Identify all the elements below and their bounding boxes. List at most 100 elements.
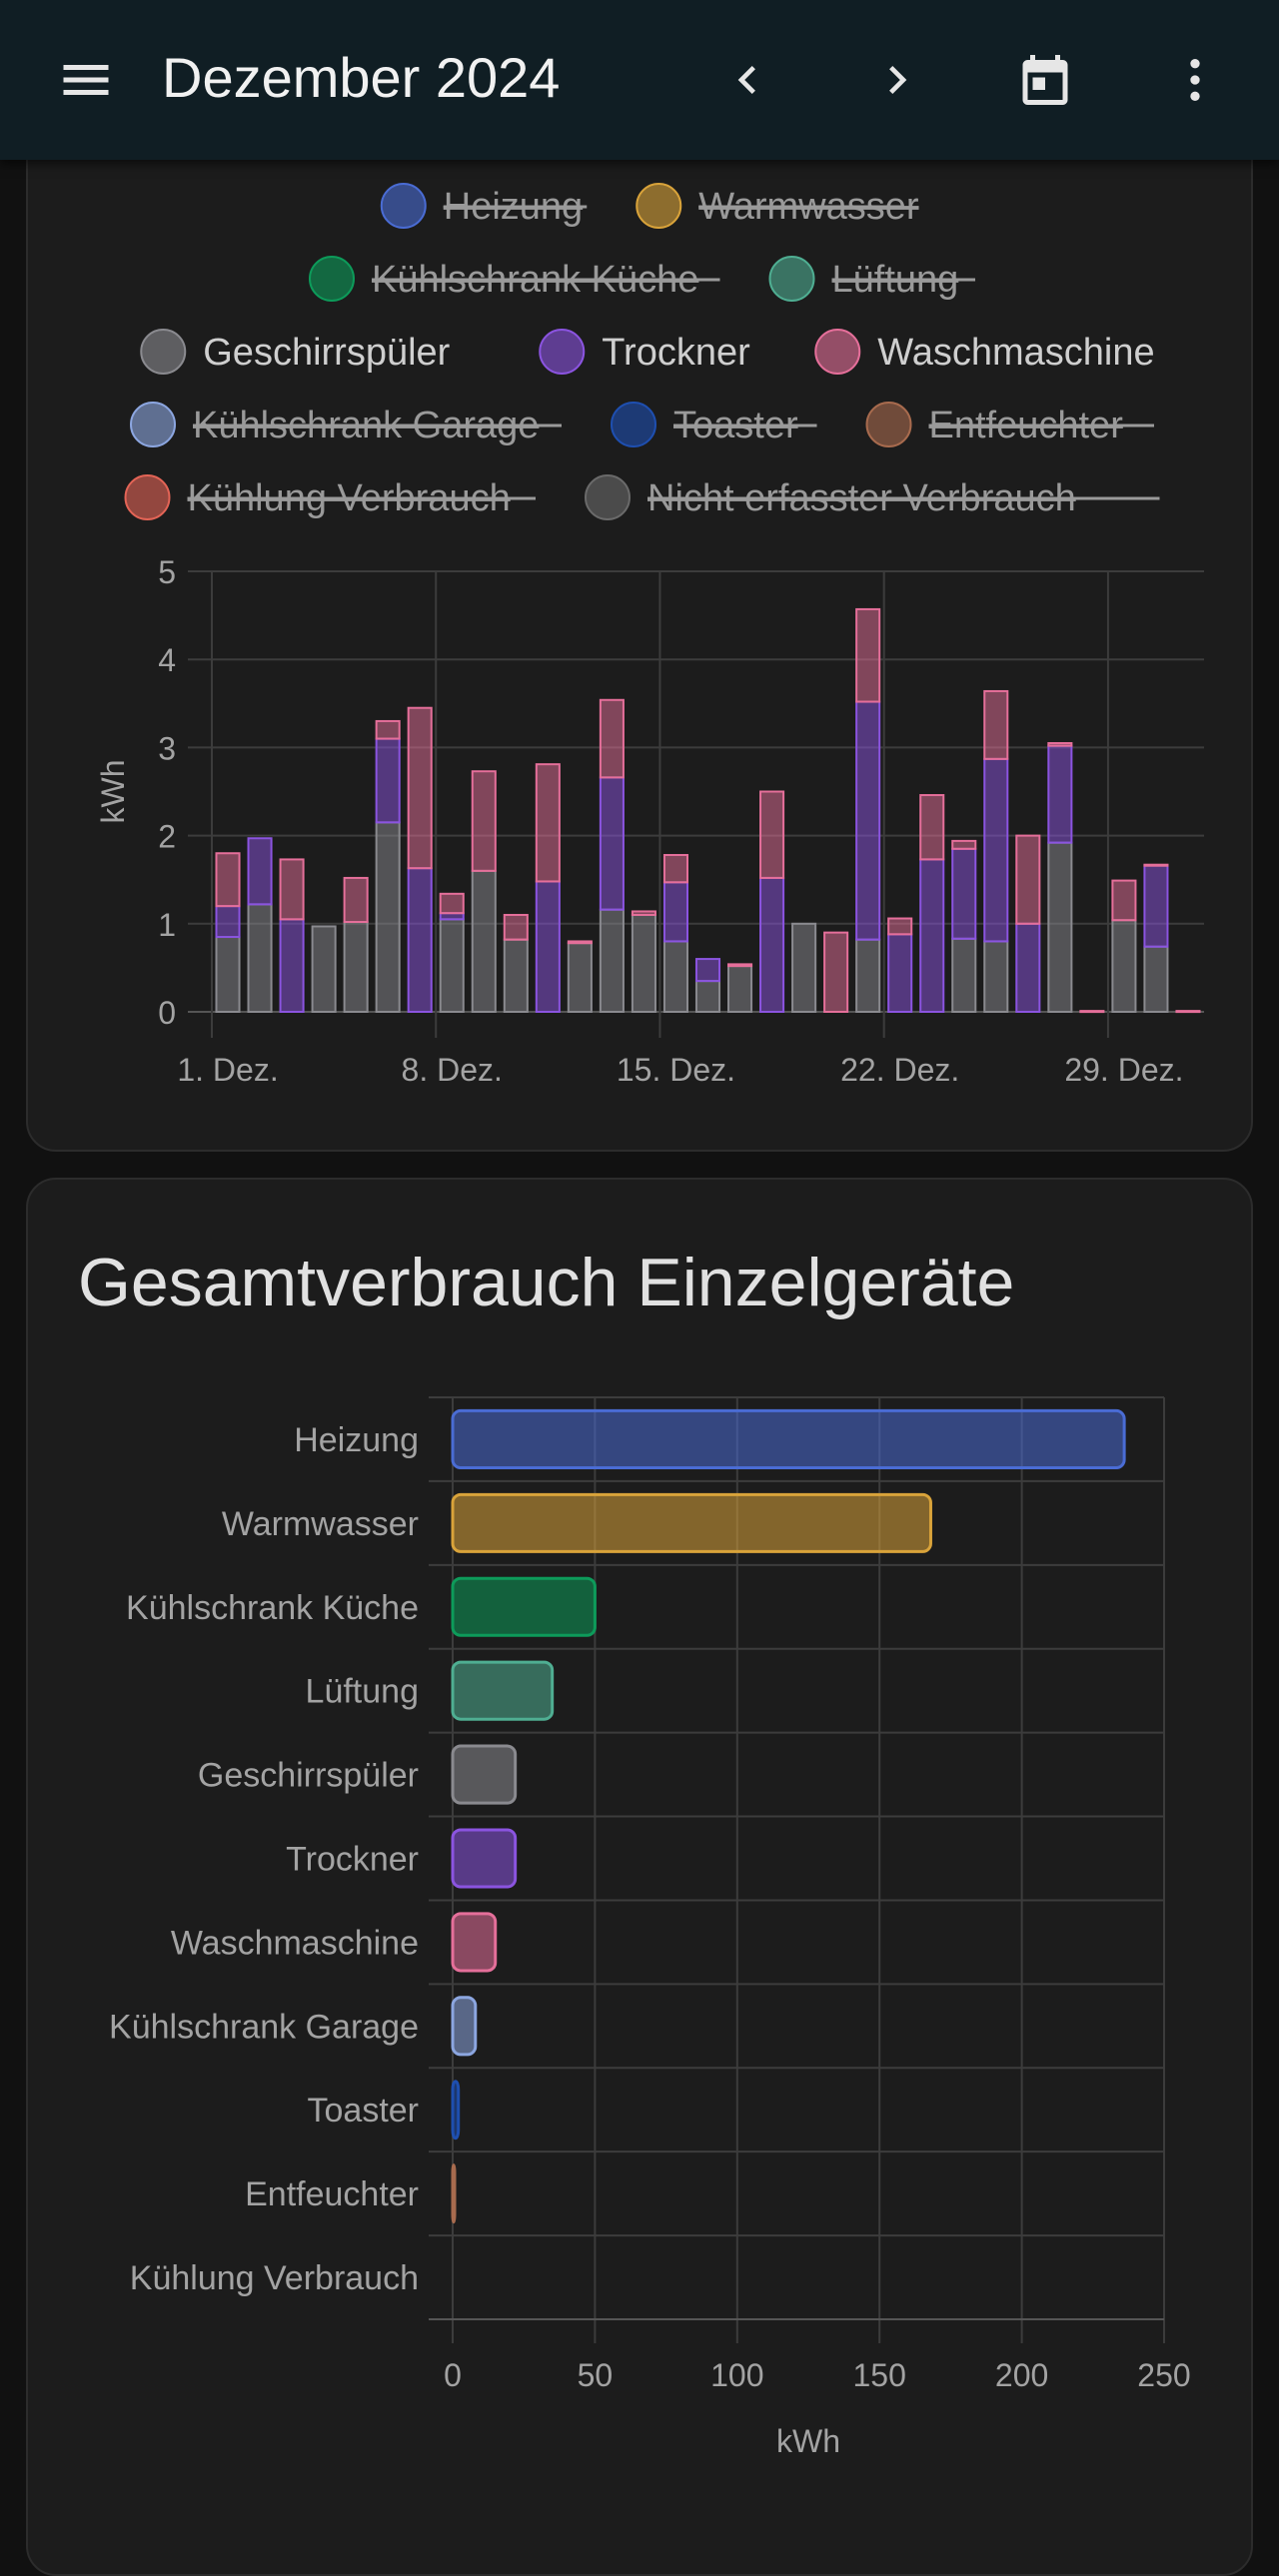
chevron-right-icon [889,66,907,94]
legend-swatch [140,329,187,375]
legend-item[interactable]: Kühlung Verbrauch [124,474,537,520]
previous-month-button[interactable] [703,36,791,124]
bar [451,1492,932,1553]
bar-segment [759,790,785,879]
bar-segment [471,770,497,872]
x-tick-label: 0 [444,2357,462,2393]
bar-segment [1015,922,1041,1013]
legend-item[interactable]: Trockner [539,329,750,375]
bar-segment [471,869,497,1013]
category-label: Trockner [286,1841,419,1879]
bar-segment [1047,841,1073,1013]
bar-segment [1111,919,1137,1013]
legend-item[interactable]: Warmwasser [636,183,919,229]
chart-axes: 0 50 100 150 200 250 kWh Heizung Warmwasser Kühls… [109,1421,1191,2459]
bar-segment [407,706,433,870]
y-tick-label: 2 [158,819,176,855]
legend-swatch [636,183,682,229]
bar-segment [983,689,1009,760]
legend-item[interactable]: Kühlschrank Küche [309,256,720,302]
bar-segment [919,794,945,861]
category-label: Kühlschrank Küche [126,1589,419,1627]
legend-item[interactable]: Nicht erfasster Verbrauch [585,474,1160,520]
x-tick-label: 50 [578,2357,614,2393]
bar-segment [599,698,625,779]
bar-segment [375,821,401,1013]
bar-segment [1143,863,1169,867]
chart-bars [451,1408,1126,2224]
more-options-button[interactable] [1151,36,1239,124]
bar-segment [887,917,913,936]
legend-item[interactable]: Geschirrspüler [140,329,451,375]
legend-item[interactable]: Kühlschrank Garage [130,402,562,447]
x-tick-label: 250 [1137,2357,1190,2393]
bar-segment [662,881,688,943]
category-label: Warmwasser [222,1505,419,1543]
bar [451,2080,461,2141]
legend-item[interactable]: Entfeuchter [865,402,1155,447]
legend-item[interactable]: Waschmaschine [814,329,1155,375]
bar [451,1744,518,1805]
category-label: Heizung [294,1421,419,1459]
bar-segment [631,913,656,1013]
bar-segment [599,776,625,911]
legend-swatch [814,329,861,375]
bar-segment [1015,834,1041,925]
menu-button[interactable] [42,36,130,124]
bar-segment [375,719,401,740]
bar-segment [343,876,369,924]
bar-segment [727,963,753,968]
bar-segment [375,737,401,824]
bar [451,1912,498,1973]
bar-segment [791,922,817,1013]
bar [451,1828,518,1889]
total-consumption-card: Gesamtverbrauch Einzelgeräte 0 50 100 150 20… [26,1178,1253,2576]
bar-segment [311,925,337,1013]
bar-segment [727,965,753,1013]
legend-swatch [585,474,631,520]
more-vertical-icon [1190,59,1200,101]
bar-segment [407,867,433,1014]
legend-label: Geschirrspüler [203,332,450,374]
bar-segment [855,700,881,941]
chart-bars [215,607,1201,1014]
bar-segment [599,908,625,1013]
bar-segment [759,876,785,1013]
bar-segment [1047,744,1073,844]
legend-item[interactable]: Heizung [380,183,588,229]
x-tick-label: 29. Dez. [1064,1052,1183,1088]
bar-segment [567,940,593,945]
bar-segment [1143,945,1169,1013]
legend-item[interactable]: Toaster [611,402,817,447]
page-title: Dezember 2024 [162,46,561,109]
bar-segment [951,937,977,1014]
legend-item[interactable]: Lüftung [768,256,976,302]
bar-segment [1047,741,1073,747]
legend-label: Waschmaschine [877,332,1154,374]
category-label: Lüftung [306,1673,419,1711]
bar-segment [215,936,241,1014]
bar-segment [215,905,241,939]
chart-legend: Heizung Warmwasser Kühlschrank Küche Lüftun… [124,183,1160,520]
y-tick-label: 3 [158,730,176,766]
bar [451,1408,1126,1469]
y-tick-label: 0 [158,995,176,1031]
bar-segment [1111,879,1137,922]
x-tick-label: 8. Dez. [402,1052,503,1088]
bar-segment [567,942,593,1013]
y-axis-label: kWh [95,760,131,824]
bar-segment [662,940,688,1013]
bar-segment [823,931,849,1013]
bar-segment [343,921,369,1014]
bar-segment [855,607,881,703]
next-month-button[interactable] [853,36,941,124]
y-tick-label: 1 [158,907,176,943]
card-title: Gesamtverbrauch Einzelgeräte [78,1245,1015,1320]
category-label: Toaster [308,2092,420,2130]
legend-swatch [130,402,176,447]
legend-swatch [865,402,912,447]
total-consumption-chart: 0 50 100 150 200 250 kWh Heizung Warmwasser Kühls… [109,1396,1191,2459]
category-label: Kühlung Verbrauch [130,2259,419,2297]
date-picker-button[interactable] [1001,36,1089,124]
bar-segment [951,839,977,850]
